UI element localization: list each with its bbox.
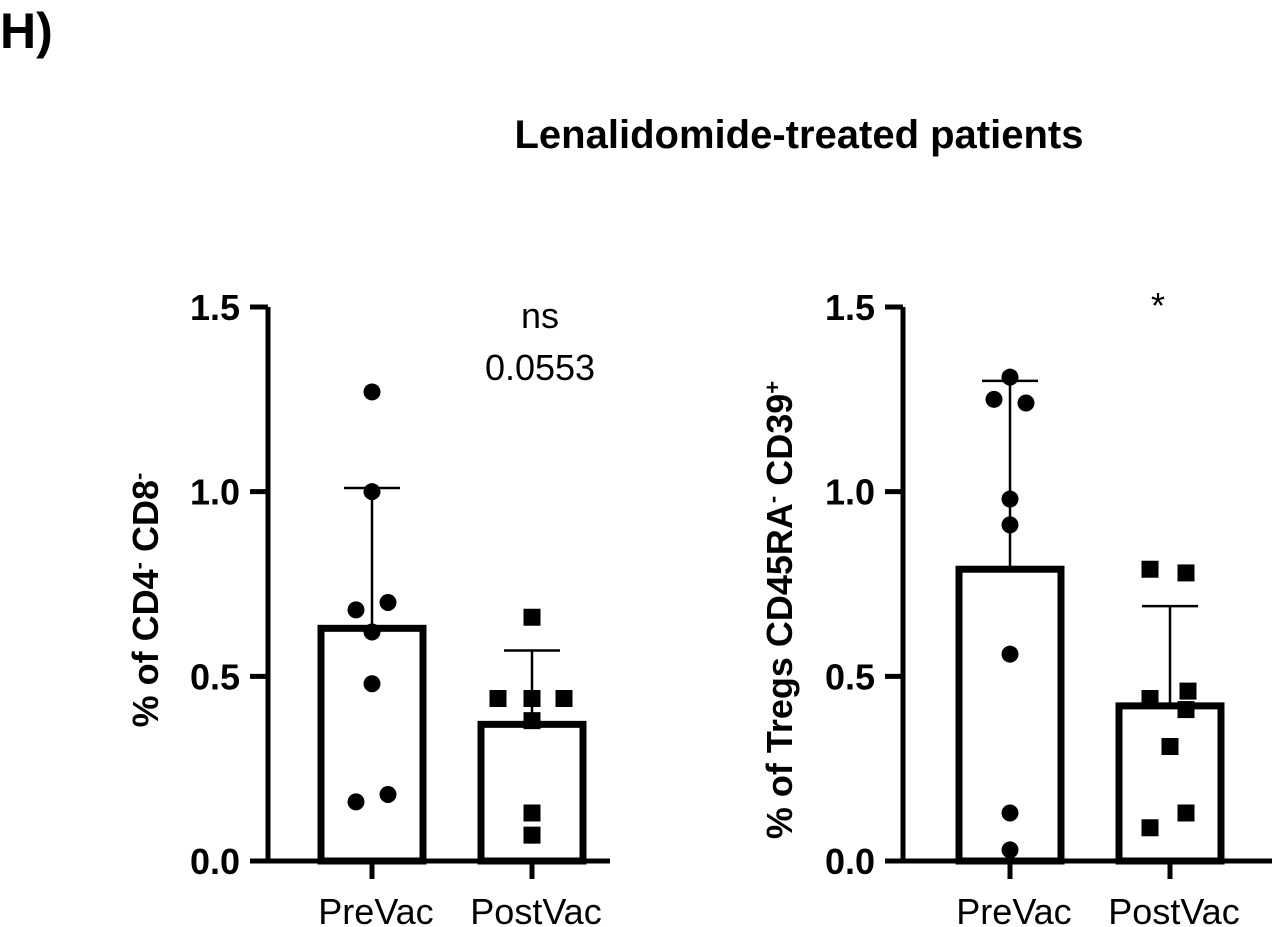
y-tick-label: 1.0 [190, 472, 240, 513]
y-tick-label: 0.0 [825, 841, 875, 882]
data-point-square [1141, 689, 1159, 707]
y-tick-label: 0.5 [825, 656, 875, 697]
data-point-circle [363, 483, 381, 501]
y-tick-label: 1.5 [190, 287, 240, 328]
data-point-circle [1001, 804, 1019, 822]
data-point-circle [363, 623, 381, 641]
y-axis-label-superscript: - [126, 473, 151, 480]
y-tick-label: 1.5 [825, 287, 875, 328]
y-axis-label-part: % of CD4 [125, 569, 166, 727]
data-point-square [523, 712, 541, 730]
y-axis-label-part: % of Tregs CD45RA [759, 503, 800, 839]
data-point-circle [1001, 841, 1019, 859]
data-point-square [523, 804, 541, 822]
data-point-circle [1001, 490, 1019, 508]
y-tick-label: 0.5 [190, 656, 240, 697]
x-category-label: PostVac [470, 891, 601, 927]
data-point-circle [1017, 394, 1035, 412]
data-point-circle [363, 675, 381, 693]
y-axis-label-part: CD8 [125, 480, 166, 562]
y-axis-label-superscript: - [760, 496, 785, 503]
panel-letter: H) [0, 3, 53, 59]
significance-label: * [1151, 285, 1165, 326]
y-axis-label-superscript: + [760, 381, 785, 394]
y-tick-label: 1.0 [825, 472, 875, 513]
bar-postvac [1115, 702, 1225, 865]
data-point-square [1141, 560, 1159, 578]
data-point-circle [347, 793, 365, 811]
bar-prevac [317, 624, 427, 865]
data-point-circle [985, 390, 1003, 408]
y-axis-label: % of Tregs CD45RA- CD39+ [759, 381, 800, 839]
data-point-circle [379, 786, 397, 804]
data-point-square [1141, 819, 1159, 837]
figure-title: Lenalidomide-treated patients [514, 113, 1084, 157]
data-point-circle [1001, 368, 1019, 386]
significance-label: ns [521, 295, 559, 336]
data-point-square [555, 689, 573, 707]
data-point-circle [1001, 516, 1019, 534]
data-point-circle [347, 601, 365, 619]
data-point-square [523, 826, 541, 844]
data-point-square [1161, 738, 1179, 756]
y-axis-label-superscript: - [126, 562, 151, 569]
data-point-circle [363, 383, 381, 401]
bar-prevac [955, 565, 1065, 865]
y-tick-label: 0.0 [190, 841, 240, 882]
significance-label: 0.0553 [485, 347, 595, 388]
data-point-circle [379, 593, 397, 611]
chart-2: 0.0 0.5 1.0 1.5 PreVac PostVac * % of Tregs CD4… [759, 285, 1272, 927]
chart-1: 0.0 0.5 1.0 1.5 PreVac PostVac ns 0.0553 % of CD… [125, 287, 610, 927]
x-category-label: PreVac [318, 891, 433, 927]
data-point-square [1179, 682, 1197, 700]
y-axis-label: % of CD4- CD8- [125, 473, 166, 728]
data-point-circle [1001, 645, 1019, 663]
data-point-square [1177, 701, 1195, 719]
data-point-square [523, 689, 541, 707]
y-axis-label-part: CD39 [759, 394, 800, 496]
x-category-label: PostVac [1108, 891, 1239, 927]
data-point-square [1177, 804, 1195, 822]
data-point-square [1177, 564, 1195, 582]
data-point-square [523, 608, 541, 626]
data-point-square [489, 689, 507, 707]
x-category-label: PreVac [956, 891, 1071, 927]
